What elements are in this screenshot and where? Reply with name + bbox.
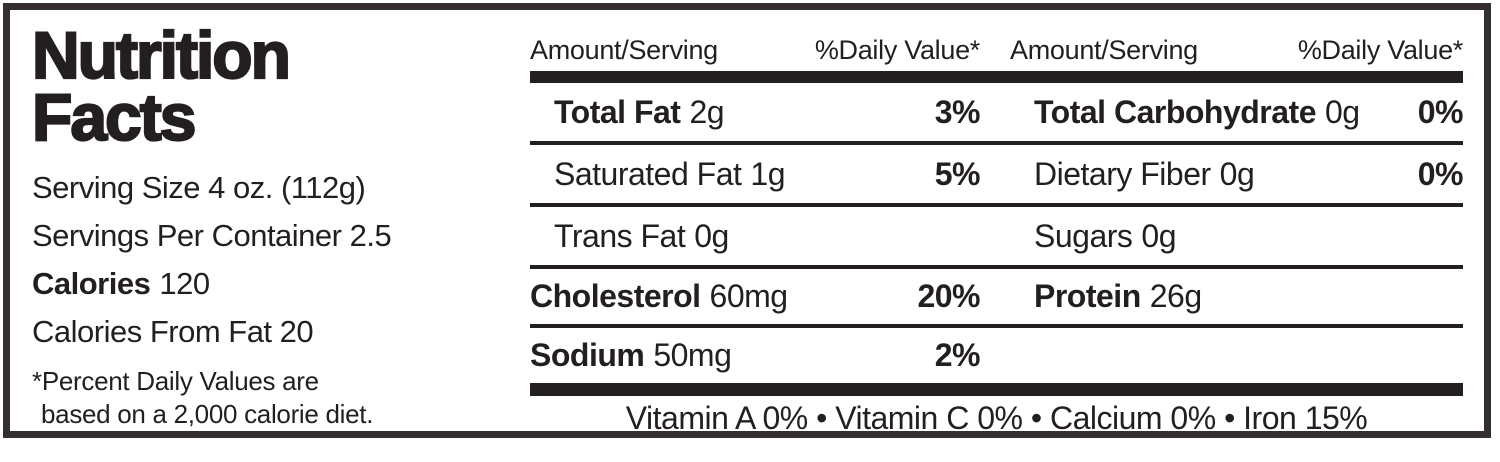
nutrient-amount: 50mg xyxy=(653,337,732,373)
nutrient-amount: 2g xyxy=(689,93,725,130)
title-line-1: Nutrition xyxy=(31,18,292,92)
nutrient-daily-value: 2% xyxy=(934,337,981,373)
label-border-box: Nutrition Facts Serving Size 4 oz. (112g… xyxy=(3,3,1491,438)
nutrient-amount: 0g xyxy=(1325,93,1360,130)
nutrient-amount: 0g xyxy=(1141,217,1176,254)
amount-serving-header: Amount/Serving xyxy=(530,35,718,65)
nutrient-name: Sodium xyxy=(530,337,645,373)
calories-value: 120 xyxy=(159,266,210,301)
footnote-line-2: based on a 2,000 calorie diet. xyxy=(41,399,374,429)
nutrient-amount: 0g xyxy=(694,217,729,254)
nutrient-amount: 1g xyxy=(750,155,785,192)
nutrient-name: Cholesterol xyxy=(530,278,701,314)
cell-cholesterol: Cholesterol 60mg 20% xyxy=(530,278,980,315)
nutrient-daily-value: 20% xyxy=(917,278,980,314)
nutrient-daily-value: 5% xyxy=(934,155,981,192)
calories-row: Calories 120 xyxy=(32,260,512,308)
row-divider xyxy=(530,203,1463,207)
nutrition-facts-title: Nutrition Facts xyxy=(31,18,512,154)
footnote-line-1: *Percent Daily Values are xyxy=(32,366,319,396)
header-divider-bar xyxy=(530,71,1463,83)
daily-value-header: %Daily Value* xyxy=(814,35,980,65)
table-row: Trans Fat 0g Sugars 0g xyxy=(530,207,1463,265)
nutrient-name: Trans Fat xyxy=(554,217,686,254)
serving-size: Serving Size 4 oz. (112g) xyxy=(32,170,366,205)
table-row: Total Fat 2g 3% Total Carbohydrate 0g 0% xyxy=(530,83,1464,141)
cell-sugars: Sugars 0g xyxy=(1010,218,1463,255)
header-group-mid: Amount/Serving %Daily Value* xyxy=(530,35,980,66)
servings-per-container: Servings Per Container 2.5 xyxy=(32,218,392,253)
nutrient-name: Dietary Fiber xyxy=(1034,155,1211,192)
row-divider xyxy=(530,265,1463,269)
cell-protein: Protein 26g xyxy=(1010,278,1463,315)
table-row: Saturated Fat 1g 5% Dietary Fiber 0g 0% xyxy=(530,145,1464,203)
nutrient-name: Sugars xyxy=(1034,217,1133,254)
calories-label: Calories xyxy=(32,266,151,301)
nutrient-amount: 0g xyxy=(1219,155,1255,192)
table-header-row: Amount/Serving %Daily Value* Amount/Serv… xyxy=(530,23,1463,71)
nutrient-daily-value: 0% xyxy=(1417,155,1464,192)
vitamins-divider-bar xyxy=(530,383,1463,396)
table-row: Cholesterol 60mg 20% Protein 26g xyxy=(530,269,1463,324)
row-divider xyxy=(530,141,1463,145)
amount-serving-header: Amount/Serving xyxy=(1010,35,1198,65)
header-group-right: Amount/Serving %Daily Value* xyxy=(1010,35,1463,66)
cell-sodium: Sodium 50mg 2% xyxy=(530,337,981,374)
nutrient-name: Total Fat xyxy=(554,93,681,130)
nutrient-table: Amount/Serving %Daily Value* Amount/Serv… xyxy=(530,23,1464,440)
daily-value-footnote: *Percent Daily Values are based on a 2,0… xyxy=(32,365,512,431)
serving-info: Serving Size 4 oz. (112g) Servings Per C… xyxy=(32,164,512,356)
nutrient-amount: 60mg xyxy=(709,278,789,314)
calories-from-fat: Calories From Fat 20 xyxy=(32,314,314,349)
cell-total-fat: Total Fat 2g 3% xyxy=(530,93,981,131)
nutrient-name: Total Carbohydrate xyxy=(1034,93,1317,130)
title-line-2: Facts xyxy=(31,80,198,154)
nutrient-daily-value: 0% xyxy=(1417,93,1464,130)
row-divider xyxy=(530,324,1463,328)
cell-dietary-fiber: Dietary Fiber 0g 0% xyxy=(1010,155,1464,193)
cell-total-carbohydrate: Total Carbohydrate 0g 0% xyxy=(1010,93,1464,131)
cell-saturated-fat: Saturated Fat 1g 5% xyxy=(530,155,981,193)
nutrient-name: Saturated Fat xyxy=(554,155,742,192)
nutrient-amount: 26g xyxy=(1149,278,1202,314)
cell-trans-fat: Trans Fat 0g xyxy=(530,218,980,255)
daily-value-header: %Daily Value* xyxy=(1297,35,1463,65)
table-row: Sodium 50mg 2% xyxy=(530,328,1463,383)
nutrient-name: Protein xyxy=(1034,278,1141,314)
vitamins-minerals-line: Vitamin A 0% • Vitamin C 0% • Calcium 0%… xyxy=(625,399,1368,436)
nutrient-daily-value: 3% xyxy=(934,93,981,130)
left-panel: Nutrition Facts Serving Size 4 oz. (112g… xyxy=(31,18,512,431)
